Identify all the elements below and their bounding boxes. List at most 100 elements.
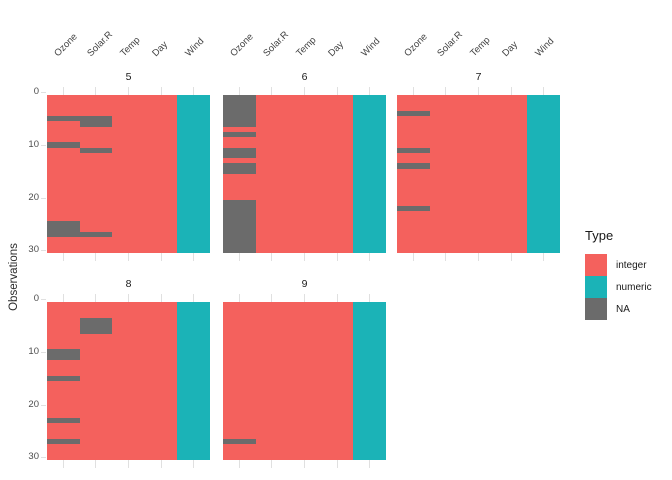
x-tick bbox=[445, 87, 447, 95]
x-tick bbox=[304, 87, 305, 95]
na-run bbox=[223, 131, 256, 138]
x-tick bbox=[478, 253, 479, 261]
na-run bbox=[223, 95, 256, 127]
x-tick bbox=[62, 253, 64, 261]
x-tick bbox=[336, 87, 338, 95]
column-label-wind: Wind bbox=[358, 35, 383, 59]
x-tick bbox=[95, 87, 97, 95]
column-label-ozone: Ozone bbox=[402, 31, 431, 59]
na-run bbox=[47, 438, 80, 445]
y-tick bbox=[41, 145, 46, 147]
column-ozone bbox=[223, 95, 256, 253]
x-tick bbox=[304, 294, 305, 302]
na-run bbox=[223, 163, 256, 174]
na-run bbox=[79, 317, 113, 334]
column-day bbox=[320, 302, 354, 460]
integer-swatch bbox=[585, 254, 607, 276]
y-tick bbox=[41, 404, 46, 406]
na-run bbox=[47, 116, 80, 122]
x-tick bbox=[336, 253, 338, 261]
column-label-solar-r: Solar.R bbox=[435, 29, 465, 59]
x-tick bbox=[412, 87, 414, 95]
x-tick bbox=[336, 460, 338, 468]
x-tick bbox=[95, 294, 97, 302]
y-tick bbox=[41, 92, 46, 94]
column-wind bbox=[177, 302, 210, 460]
x-tick bbox=[128, 460, 129, 468]
facet-panel-5 bbox=[47, 95, 210, 253]
column-temp bbox=[112, 95, 145, 253]
column-label-ozone: Ozone bbox=[228, 31, 257, 59]
na-run bbox=[79, 231, 113, 238]
column-day bbox=[144, 302, 178, 460]
numeric-swatch bbox=[585, 276, 607, 298]
x-tick bbox=[271, 460, 273, 468]
na-run bbox=[47, 375, 80, 381]
x-tick bbox=[128, 294, 129, 302]
column-label-solar-r: Solar.R bbox=[261, 29, 291, 59]
legend-entry-label: NA bbox=[616, 303, 630, 315]
y-tick bbox=[41, 352, 46, 354]
x-tick bbox=[271, 294, 273, 302]
facet-panel-7 bbox=[397, 95, 560, 253]
na-run bbox=[47, 349, 80, 360]
x-tick bbox=[160, 253, 162, 261]
column-day bbox=[144, 95, 178, 253]
na-swatch bbox=[585, 298, 607, 320]
y-tick bbox=[41, 299, 46, 301]
legend-entry-na: NA bbox=[585, 298, 652, 320]
x-tick bbox=[445, 253, 447, 261]
column-label-day: Day bbox=[326, 39, 347, 59]
na-run bbox=[47, 142, 80, 148]
column-temp bbox=[288, 95, 321, 253]
column-temp bbox=[112, 302, 145, 460]
column-ozone bbox=[397, 95, 430, 253]
na-run bbox=[223, 438, 256, 445]
na-run bbox=[397, 163, 430, 169]
y-tick bbox=[41, 197, 46, 199]
facet-panel-9 bbox=[223, 302, 386, 460]
x-tick bbox=[271, 253, 273, 261]
column-day bbox=[320, 95, 354, 253]
y-tick-label: 0 bbox=[33, 86, 39, 98]
column-label-temp: Temp bbox=[467, 34, 492, 59]
x-tick bbox=[510, 87, 512, 95]
x-tick bbox=[62, 294, 64, 302]
legend-keys: integer numeric NA bbox=[585, 254, 652, 320]
x-tick bbox=[336, 294, 338, 302]
column-label-wind: Wind bbox=[182, 35, 207, 59]
y-tick-label: 10 bbox=[28, 139, 39, 151]
na-run bbox=[47, 417, 80, 424]
x-tick bbox=[238, 87, 240, 95]
na-run bbox=[397, 147, 430, 153]
x-tick bbox=[128, 253, 129, 261]
column-solar-r bbox=[79, 302, 113, 460]
x-tick bbox=[95, 253, 97, 261]
x-tick bbox=[160, 294, 162, 302]
x-tick bbox=[369, 294, 371, 302]
x-tick bbox=[193, 87, 195, 95]
x-tick bbox=[62, 87, 64, 95]
legend-entry-integer: integer bbox=[585, 254, 652, 276]
x-tick bbox=[478, 87, 479, 95]
na-run bbox=[397, 110, 430, 117]
column-solar-r bbox=[429, 95, 463, 253]
x-tick bbox=[128, 87, 129, 95]
y-tick-label: 30 bbox=[28, 451, 39, 463]
y-tick bbox=[41, 250, 46, 252]
x-tick bbox=[304, 253, 305, 261]
y-tick bbox=[41, 457, 46, 459]
x-tick bbox=[369, 460, 371, 468]
column-ozone bbox=[47, 95, 80, 253]
y-tick-label: 30 bbox=[28, 244, 39, 256]
x-tick bbox=[238, 294, 240, 302]
facet-title-6: 6 bbox=[301, 71, 308, 83]
column-solar-r bbox=[255, 95, 289, 253]
x-tick bbox=[543, 253, 545, 261]
x-tick bbox=[193, 253, 195, 261]
column-solar-r bbox=[255, 302, 289, 460]
column-label-day: Day bbox=[500, 39, 521, 59]
x-tick bbox=[304, 460, 305, 468]
x-tick bbox=[412, 253, 414, 261]
